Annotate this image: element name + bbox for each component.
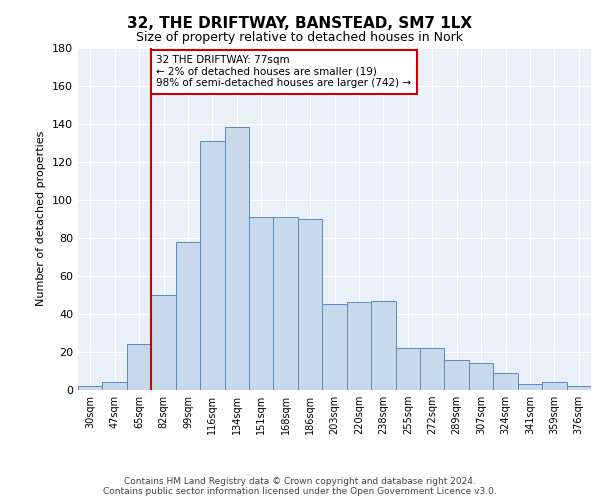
- Bar: [224, 128, 249, 390]
- Bar: [176, 242, 200, 390]
- Text: Contains HM Land Registry data © Crown copyright and database right 2024.
Contai: Contains HM Land Registry data © Crown c…: [103, 476, 497, 496]
- Bar: [127, 344, 151, 390]
- Bar: [469, 364, 493, 390]
- Bar: [371, 300, 395, 390]
- Bar: [103, 382, 127, 390]
- Bar: [566, 386, 591, 390]
- Text: Size of property relative to detached houses in Nork: Size of property relative to detached ho…: [137, 31, 464, 44]
- Bar: [518, 384, 542, 390]
- Bar: [542, 382, 566, 390]
- Y-axis label: Number of detached properties: Number of detached properties: [37, 131, 46, 306]
- Bar: [493, 373, 518, 390]
- Bar: [445, 360, 469, 390]
- Text: 32 THE DRIFTWAY: 77sqm
← 2% of detached houses are smaller (19)
98% of semi-deta: 32 THE DRIFTWAY: 77sqm ← 2% of detached …: [156, 55, 411, 88]
- Text: 32, THE DRIFTWAY, BANSTEAD, SM7 1LX: 32, THE DRIFTWAY, BANSTEAD, SM7 1LX: [127, 16, 473, 31]
- Bar: [322, 304, 347, 390]
- Bar: [420, 348, 445, 390]
- Bar: [78, 386, 103, 390]
- Bar: [395, 348, 420, 390]
- Bar: [151, 295, 176, 390]
- Bar: [298, 219, 322, 390]
- Bar: [200, 140, 224, 390]
- Bar: [274, 217, 298, 390]
- Bar: [347, 302, 371, 390]
- Bar: [249, 217, 274, 390]
